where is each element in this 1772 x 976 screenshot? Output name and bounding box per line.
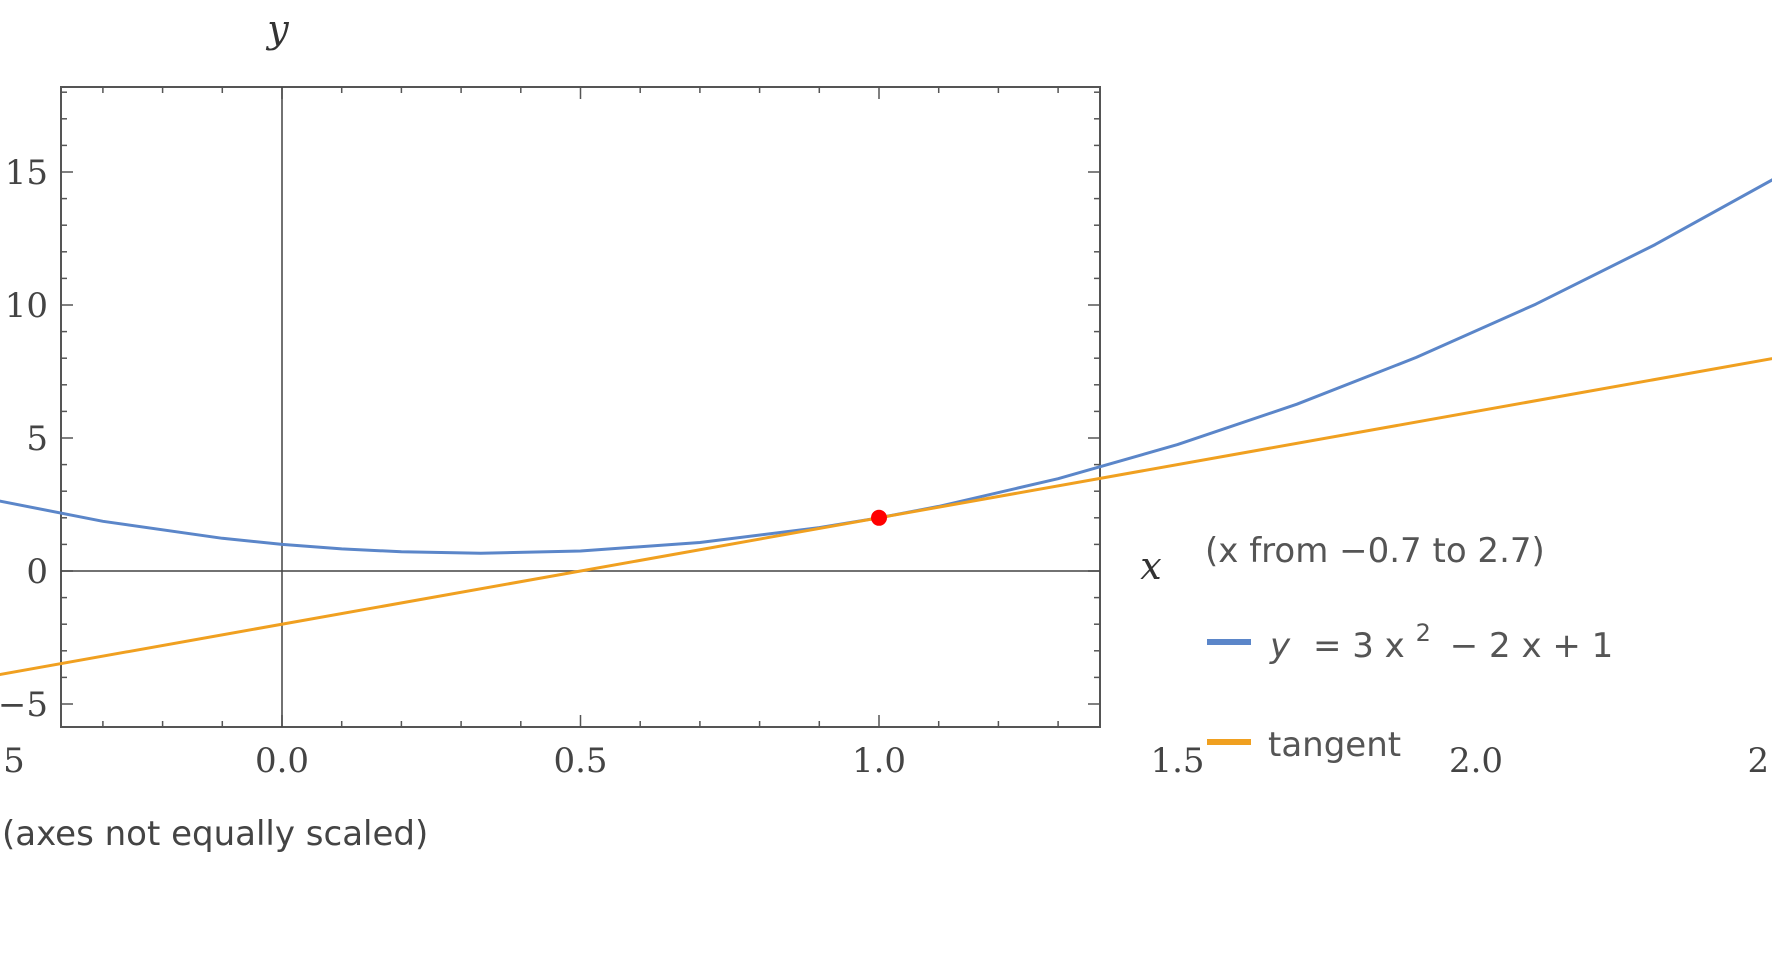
series-group <box>0 178 1772 677</box>
tangent-point <box>871 509 887 526</box>
x-tick-label: 2.0 <box>1449 741 1503 781</box>
range-note: (x from −0.7 to 2.7) <box>1205 531 1545 571</box>
frame-ticks <box>61 87 1100 727</box>
axes-note: (axes not equally scaled) <box>2 814 428 854</box>
y-tick-label: 10 <box>5 286 48 326</box>
x-tick-label: −0.5 <box>0 741 25 781</box>
y-tick-labels: −5 0 5 10 15 <box>0 153 48 725</box>
legend-label-parabola: y = 3 x 2 − 2 x + 1 <box>1269 610 1613 666</box>
x-tick-label: 2.5 <box>1747 741 1772 781</box>
x-tick-label: 0.0 <box>255 741 309 781</box>
y-tick-label: 5 <box>26 419 48 459</box>
x-axis-title: x <box>1140 544 1161 588</box>
y-tick-label: 15 <box>5 153 48 193</box>
legend-label-tangent: tangent <box>1268 725 1401 765</box>
plot-frame <box>60 86 1101 728</box>
x-tick-labels: −0.5 0.0 0.5 1.0 1.5 2.0 2.5 <box>0 741 1772 781</box>
y-tick-label: −5 <box>0 685 48 725</box>
series-line-parabola <box>0 178 1772 555</box>
zero-axes <box>61 87 1100 727</box>
y-tick-label: 0 <box>26 552 48 592</box>
x-tick-label: 1.0 <box>852 741 906 781</box>
x-tick-label: 0.5 <box>553 741 607 781</box>
y-axis-title: y <box>265 7 289 51</box>
x-tick-label: 1.5 <box>1150 741 1204 781</box>
